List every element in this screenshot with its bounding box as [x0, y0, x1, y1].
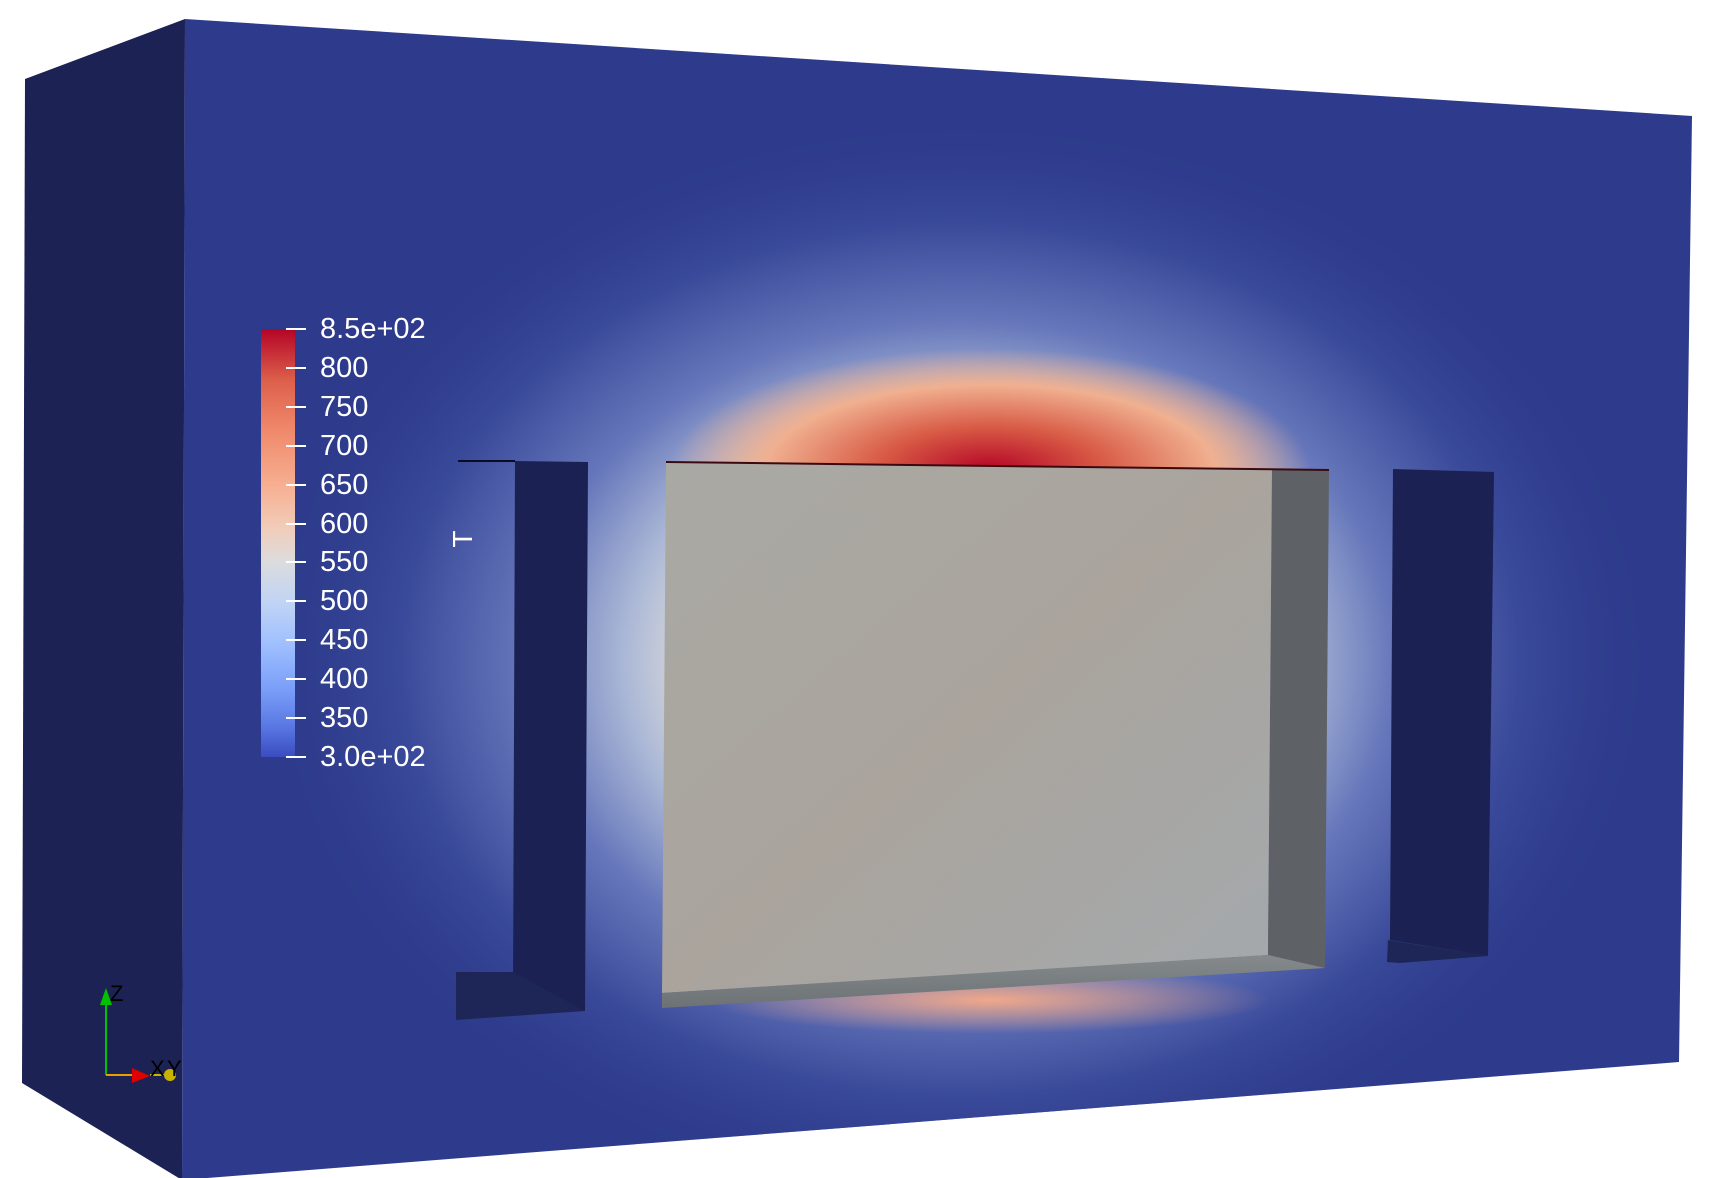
color-legend-gradient	[261, 329, 295, 757]
domain-side-face	[22, 19, 185, 1178]
color-legend-tick-label: 600	[320, 507, 369, 540]
color-legend-tick-label: 8.5e+02	[320, 313, 426, 345]
hot-block	[662, 461, 1330, 1008]
color-legend-title: T	[447, 530, 478, 548]
color-legend-tick-mark	[286, 600, 306, 603]
color-legend-tick-label: 650	[320, 468, 369, 501]
color-legend-tick-label: 450	[320, 624, 369, 657]
color-legend-tick-label: 400	[320, 663, 369, 696]
color-legend-tick-mark	[286, 678, 306, 681]
left-slot	[456, 460, 588, 1020]
color-legend-tick-mark	[286, 522, 306, 525]
color-legend-tick-mark	[286, 444, 306, 447]
color-legend-tick-mark	[286, 756, 306, 758]
x-axis-arrow	[132, 1068, 150, 1083]
color-legend-tick-mark	[286, 405, 306, 408]
color-legend-tick-mark	[286, 561, 306, 564]
color-legend-tick-mark	[286, 483, 306, 486]
color-legend-tick-label: 700	[320, 429, 369, 462]
color-legend-bar	[261, 329, 295, 757]
color-legend-tick-mark	[286, 639, 306, 642]
color-legend-tick-label: 750	[320, 390, 369, 423]
z-axis-label: Z	[110, 981, 124, 1006]
color-legend-tick-mark	[286, 328, 306, 330]
y-axis-arrow	[164, 1069, 176, 1081]
color-legend-tick-label: 3.0e+02	[320, 741, 426, 773]
z-axis-arrow	[100, 988, 112, 1005]
color-legend-tick-mark	[286, 366, 306, 369]
y-axis-label: Y	[167, 1056, 182, 1081]
color-legend-tick-label: 350	[320, 702, 369, 735]
color-legend-tick-label: 500	[320, 585, 369, 618]
right-slot	[1387, 469, 1494, 963]
color-legend-tick-label: 800	[320, 351, 369, 384]
orientation-axes	[100, 988, 176, 1083]
color-legend-tick-label: 550	[320, 546, 369, 579]
x-axis-label: X	[150, 1056, 165, 1081]
color-legend-tick-mark	[286, 717, 306, 720]
